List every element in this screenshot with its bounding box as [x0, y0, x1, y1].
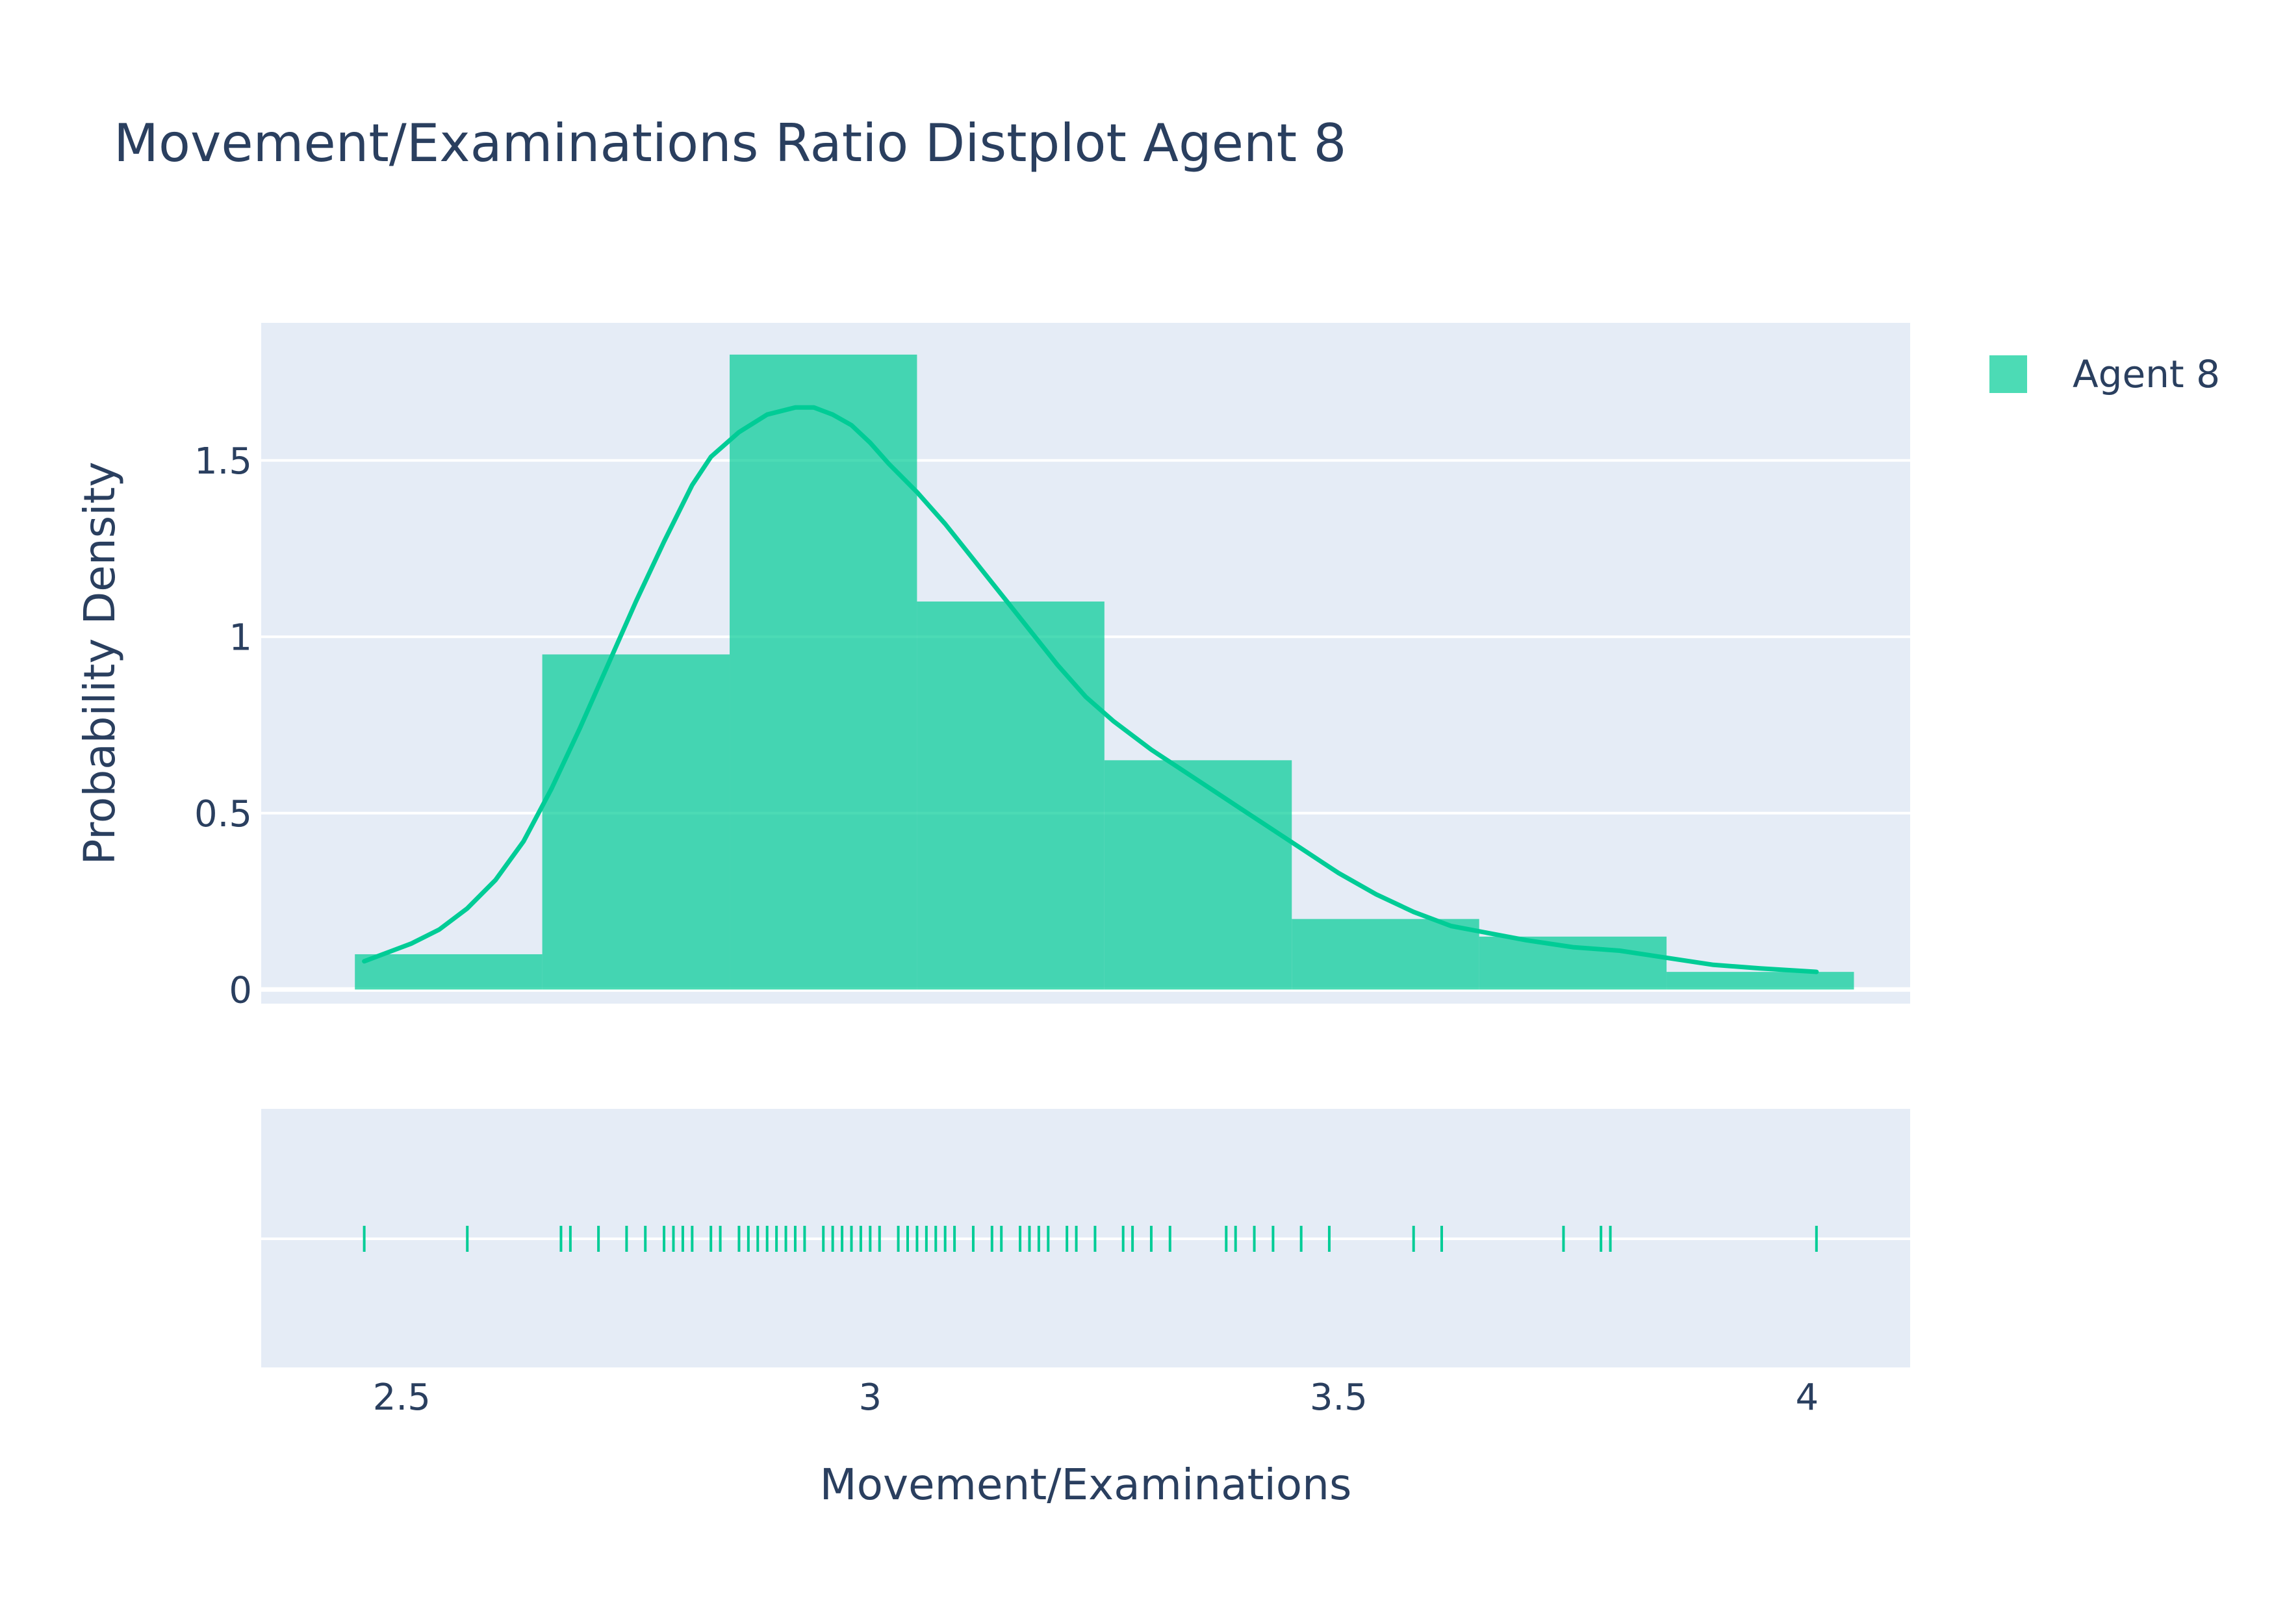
- y-tick-label: 1: [229, 616, 252, 659]
- kde-curve: [362, 405, 1819, 974]
- x-axis-label: Movement/Examinations: [820, 1460, 1352, 1510]
- x-tick-label: 3: [859, 1377, 882, 1419]
- histogram-bar: [1292, 919, 1479, 990]
- x-tick-label: 3.5: [1310, 1377, 1368, 1419]
- chart-title: Movement/Examinations Ratio Distplot Age…: [114, 113, 1346, 173]
- histogram-bar: [1479, 936, 1667, 990]
- legend-swatch: [1989, 355, 2027, 393]
- y-tick-label: 1.5: [194, 440, 252, 483]
- histogram-bar: [542, 654, 730, 990]
- y-tick-label: 0: [229, 969, 252, 1011]
- histogram-bar: [1667, 972, 1854, 990]
- histogram-bar: [730, 354, 917, 990]
- legend[interactable]: Agent 8: [1989, 352, 2220, 396]
- y-tick-labels: 0 0.5 1 1.5: [194, 440, 252, 1012]
- rug-marks: [363, 1226, 1818, 1252]
- histogram-bar: [355, 954, 543, 990]
- y-tick-label: 0.5: [194, 793, 252, 835]
- x-tick-label: 2.5: [373, 1377, 431, 1419]
- x-tick-labels: 2.5 3 3.5 4: [373, 1377, 1819, 1419]
- y-axis-label: Probability Density: [75, 462, 125, 865]
- histogram-bar: [1104, 760, 1292, 990]
- x-tick-label: 4: [1796, 1377, 1819, 1419]
- legend-label: Agent 8: [2073, 352, 2220, 396]
- histogram-bar: [917, 601, 1105, 990]
